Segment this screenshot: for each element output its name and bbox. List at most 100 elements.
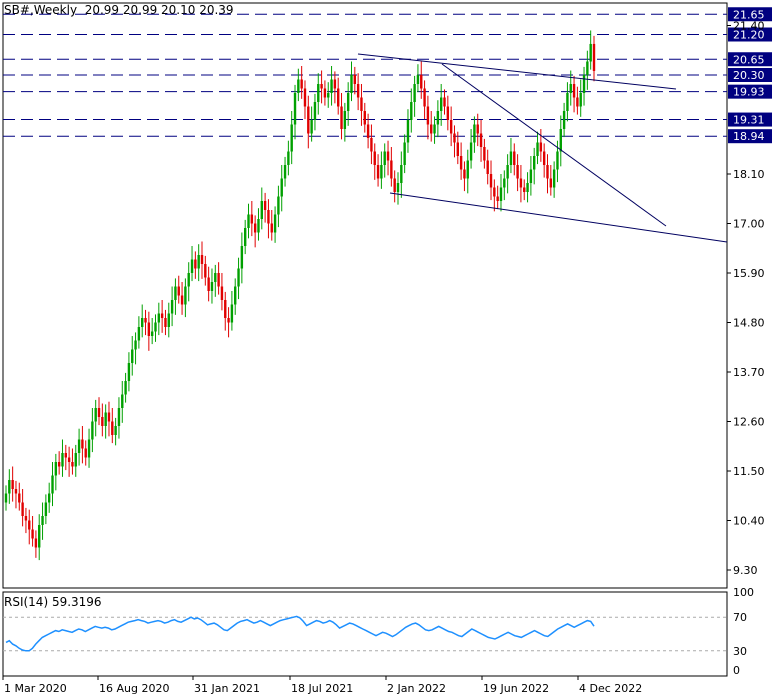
candle-body [426, 106, 430, 125]
candle-body [81, 439, 84, 449]
candle [41, 502, 44, 540]
candle-body [97, 408, 101, 417]
candle [190, 246, 194, 282]
candle-body [277, 196, 280, 215]
candle [111, 408, 114, 444]
candle-body [523, 187, 526, 192]
candle [77, 428, 81, 466]
candle-body [303, 88, 307, 107]
candle [513, 143, 516, 176]
candle [496, 185, 499, 210]
candle-body [147, 322, 151, 336]
candle [47, 482, 51, 513]
candle-body [137, 327, 141, 341]
horizontal-levels: 21.65 21.20 20.65 20.30 19.93 19.31 18.94 [3, 7, 772, 144]
candle [363, 102, 366, 133]
candle-body [327, 93, 330, 98]
candle-body [370, 138, 373, 152]
candle [207, 266, 210, 302]
candle-body [383, 151, 386, 165]
candle [11, 466, 14, 502]
candle [167, 302, 170, 338]
candle-body [111, 421, 114, 435]
candle [403, 134, 406, 174]
candle-body [101, 417, 104, 426]
chart-frame [2, 2, 728, 677]
candle-body [552, 169, 556, 188]
candle-body [21, 502, 24, 516]
candle [64, 444, 67, 471]
candle-body [509, 151, 513, 165]
y-tick-label: 11.50 [733, 465, 765, 478]
candle-body [154, 322, 157, 332]
rsi-axis-label: 100 [733, 586, 754, 599]
candle-body [376, 165, 380, 179]
rsi-panel-border [2, 591, 728, 677]
candle [343, 102, 347, 142]
candle-body [167, 313, 170, 327]
candle-body [283, 165, 287, 179]
candle-body [353, 75, 357, 84]
x-tick-label: 18 Jul 2021 [291, 682, 353, 695]
candle [533, 147, 536, 185]
candle-body [463, 169, 466, 179]
candle [204, 255, 207, 286]
candle-body [576, 97, 579, 107]
candle [330, 66, 333, 106]
y-tick-label: 17.00 [733, 218, 765, 231]
candle [147, 311, 151, 351]
timeframe-label: Weekly [33, 3, 78, 17]
candle-body [406, 120, 410, 143]
candle-body [569, 84, 572, 93]
candle [230, 291, 234, 331]
candle [81, 426, 84, 464]
candle-body [579, 93, 582, 107]
candle [337, 77, 340, 115]
diagonal-trend-line [441, 63, 667, 227]
candle [177, 275, 180, 304]
candle [127, 352, 131, 392]
candle-body [117, 408, 121, 426]
candle [360, 84, 363, 126]
candle-body [170, 300, 174, 314]
candle [576, 86, 579, 115]
x-tick-label: 1 Mar 2020 [4, 682, 67, 695]
candle [436, 100, 440, 138]
candle [433, 116, 436, 144]
candle [227, 307, 230, 338]
candle [97, 397, 101, 426]
candle-body [386, 151, 390, 161]
candle [526, 172, 529, 203]
y-tick-label: 10.40 [733, 515, 765, 528]
candle [164, 309, 167, 336]
candle [546, 154, 549, 194]
rsi-panel: 100 70 30 0 [3, 586, 754, 677]
candle-body [416, 75, 420, 84]
candle-body [257, 219, 260, 233]
level-label-box [728, 68, 772, 82]
candle-body [44, 502, 48, 516]
x-tick-label: 19 Jun 2022 [483, 682, 549, 695]
candle-body [499, 187, 503, 201]
candle [24, 507, 28, 534]
y-tick-label: 18.10 [733, 168, 765, 181]
y-tick-label: 15.90 [733, 267, 765, 280]
candle-body [174, 286, 177, 300]
candle-body [11, 480, 14, 489]
candle [44, 494, 48, 525]
candle-body [433, 124, 436, 134]
candle [234, 278, 237, 315]
candle [479, 120, 483, 162]
candle [453, 125, 456, 158]
candle-body [204, 264, 207, 278]
candle-body [476, 124, 479, 134]
candle [270, 210, 273, 241]
candle-body [214, 273, 217, 282]
candle [313, 93, 317, 131]
candle [28, 509, 31, 545]
candle-body [526, 183, 529, 192]
candle-body [459, 156, 463, 170]
candle [410, 88, 413, 133]
candle-body [400, 165, 403, 183]
